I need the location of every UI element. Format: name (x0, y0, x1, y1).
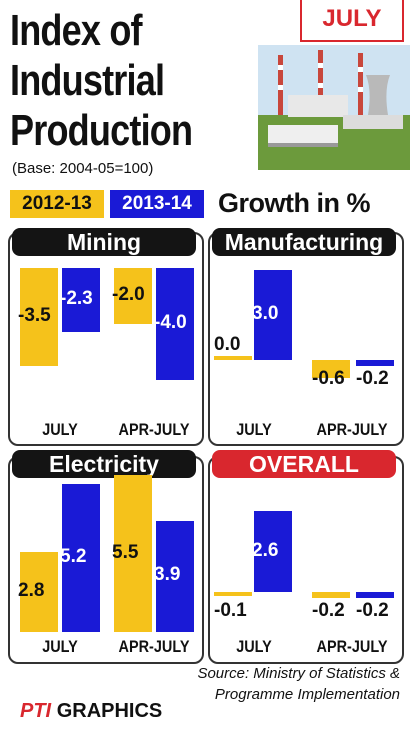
title-line-3: Production (10, 106, 193, 155)
value-label-electricity-1-1: 3.9 (154, 564, 181, 586)
bar-electricity-1-0 (114, 475, 152, 632)
electricity-title: Electricity (12, 450, 196, 478)
value-label-mining-0-0: -3.5 (18, 305, 51, 326)
overall-title: OVERALL (212, 450, 396, 478)
bar-mining-0-1 (62, 268, 100, 333)
value-label-electricity-0-0: 2.8 (18, 580, 45, 602)
bar-overall-1-1 (356, 592, 394, 599)
bar-mining-1-0 (114, 268, 152, 324)
source-line-1: Source: Ministry of Statistics & (197, 665, 400, 682)
legend-2013-14: 2013-14 (110, 190, 204, 218)
value-label-manufacturing-1-1: -0.2 (356, 368, 389, 389)
bar-electricity-1-1 (156, 520, 194, 632)
value-label-electricity-1-0: 5.5 (112, 541, 139, 563)
bar-manufacturing-0-1 (254, 270, 292, 360)
category-label-mining-0: JULY (42, 420, 78, 439)
bar-manufacturing-1-1 (356, 360, 394, 366)
overall-panel (208, 456, 404, 664)
category-label-electricity-1: APR-JULY (118, 637, 190, 656)
value-label-overall-1-0: -0.2 (312, 600, 345, 621)
manufacturing-title: Manufacturing (212, 228, 396, 256)
bar-electricity-0-0 (20, 552, 58, 632)
category-label-electricity-0: JULY (42, 637, 78, 656)
value-label-manufacturing-0-1: 3.0 (252, 303, 279, 324)
source-line-2: Programme Implementation (214, 686, 400, 703)
value-label-mining-0-1: -2.3 (60, 288, 93, 310)
base-note: (Base: 2004-05=100) (12, 160, 154, 177)
category-label-manufacturing-1: APR-JULY (316, 420, 388, 439)
mining-title: Mining (12, 228, 196, 256)
bar-overall-1-0 (312, 592, 350, 599)
category-label-overall-0: JULY (236, 637, 272, 656)
bar-manufacturing-0-0 (214, 356, 252, 360)
category-label-overall-1: APR-JULY (316, 637, 388, 656)
bar-electricity-0-1 (62, 483, 100, 632)
bar-manufacturing-1-0 (312, 360, 350, 378)
value-label-overall-0-0: -0.1 (214, 600, 247, 621)
bar-overall-0-0 (214, 592, 252, 596)
value-label-manufacturing-1-0: -0.6 (312, 368, 345, 389)
value-label-electricity-0-1: 5.2 (60, 545, 87, 567)
manufacturing-panel (208, 232, 404, 446)
growth-label: Growth in % (218, 188, 371, 218)
value-label-overall-0-1: 2.6 (252, 539, 279, 561)
value-label-mining-1-1: -4.0 (154, 312, 187, 333)
value-label-mining-1-0: -2.0 (112, 284, 145, 305)
bar-overall-0-1 (254, 511, 292, 592)
value-label-manufacturing-0-0: 0.0 (214, 334, 241, 355)
bar-mining-0-0 (20, 268, 58, 366)
value-label-overall-1-1: -0.2 (356, 600, 389, 621)
legend-2012-13: 2012-13 (10, 190, 104, 218)
power-plant-photo (258, 45, 410, 170)
title-line-2: Industrial (10, 56, 165, 105)
title-line-1: Index of (10, 6, 143, 55)
category-label-manufacturing-0: JULY (236, 420, 272, 439)
bar-mining-1-1 (156, 268, 194, 380)
graphics-label: GRAPHICS (56, 700, 163, 722)
pti-graphics-logo: PTI GRAPHICS (20, 700, 162, 723)
pti-brand: PTI (20, 700, 52, 722)
category-label-mining-1: APR-JULY (118, 420, 190, 439)
month-badge: JULY (300, 0, 404, 42)
